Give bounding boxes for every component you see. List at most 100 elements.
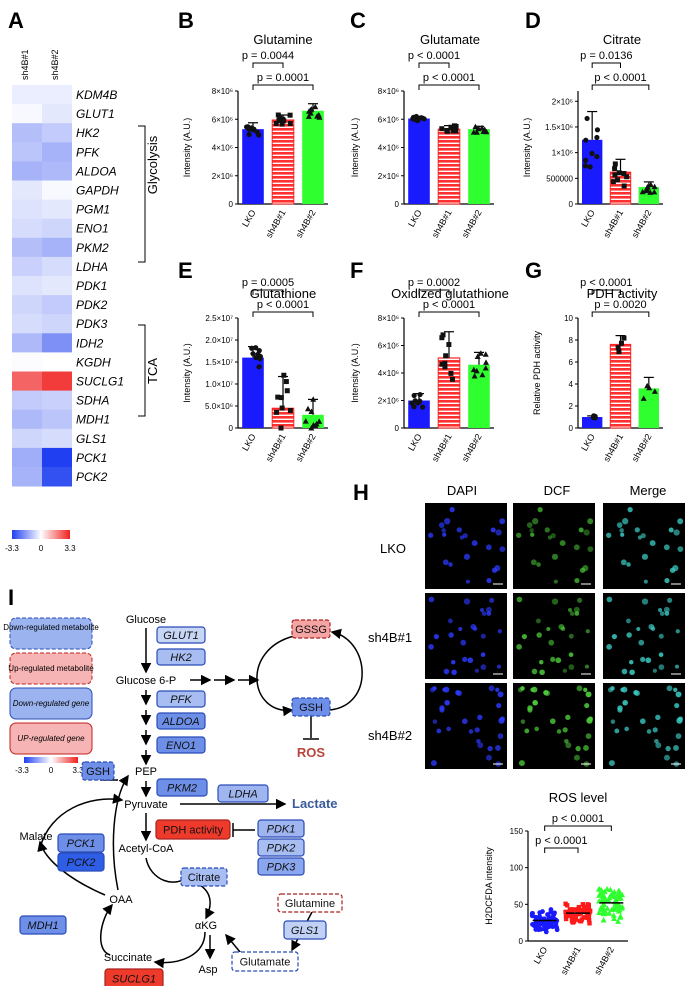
microscopy-image bbox=[425, 503, 507, 589]
metabolite-lactate: Lactate bbox=[292, 796, 338, 811]
p-value-label: p < 0.0001 bbox=[423, 72, 475, 84]
cell-nucleus bbox=[577, 597, 583, 603]
microscopy-row-sh4b2: sh4B#2 bbox=[368, 728, 412, 743]
microscopy-image bbox=[425, 683, 507, 769]
pathway-box-label-pdh: PDH activity bbox=[163, 825, 223, 837]
cell-nucleus bbox=[499, 546, 506, 553]
microscopy-col-dcf: DCF bbox=[544, 483, 571, 498]
p-value-label: p < 0.0001 bbox=[257, 299, 309, 311]
cell-nucleus bbox=[442, 687, 447, 692]
cell-nucleus bbox=[652, 668, 658, 673]
data-point bbox=[604, 905, 611, 911]
data-point bbox=[529, 911, 535, 917]
cell-nucleus bbox=[624, 726, 630, 732]
data-point bbox=[316, 418, 323, 424]
data-point bbox=[587, 164, 593, 170]
colorbar-mid-label: 0 bbox=[39, 544, 44, 553]
y-tick-label: 8×10⁶ bbox=[378, 87, 399, 96]
cell-nucleus bbox=[544, 527, 550, 533]
x-tick-label: sh4B#2 bbox=[630, 432, 654, 463]
data-point bbox=[439, 361, 445, 367]
heatmap-cell bbox=[42, 409, 72, 430]
data-point bbox=[417, 398, 423, 404]
data-point bbox=[606, 910, 613, 916]
legend-down-gene-box bbox=[9, 687, 93, 720]
cell-nucleus bbox=[639, 718, 646, 725]
data-point bbox=[595, 886, 602, 892]
data-point bbox=[583, 909, 589, 915]
cell-nucleus bbox=[636, 626, 641, 632]
cell-nucleus bbox=[448, 562, 453, 567]
cell-nucleus bbox=[551, 553, 559, 560]
cell-nucleus bbox=[568, 664, 575, 671]
cell-nucleus bbox=[489, 597, 495, 603]
pathway-box-pdk1 bbox=[257, 819, 305, 838]
bar bbox=[638, 388, 660, 428]
group-label-glycolysis: Glycolysis bbox=[145, 135, 160, 194]
bar bbox=[408, 118, 430, 204]
data-point bbox=[585, 902, 590, 907]
cell-nucleus bbox=[481, 611, 487, 616]
significance-bracket bbox=[591, 289, 621, 295]
cell-nucleus bbox=[438, 522, 445, 528]
x-tick-label: LKO bbox=[579, 432, 597, 453]
pathway-box-glutamine bbox=[277, 893, 343, 913]
cell-nucleus bbox=[565, 742, 572, 749]
cell-nucleus bbox=[477, 714, 483, 721]
cell-nucleus bbox=[529, 528, 534, 533]
cell-nucleus bbox=[556, 729, 562, 734]
cell-nucleus bbox=[497, 629, 502, 634]
heatmap-gene-label: GLS1 bbox=[76, 432, 107, 446]
pathway-box-pdh bbox=[155, 819, 231, 840]
heatmap-colorbar bbox=[12, 530, 70, 539]
bar bbox=[609, 343, 632, 429]
cell-nucleus bbox=[675, 733, 682, 739]
pathway-diagram: Down-regulated metabolite Up-regulated m… bbox=[3, 614, 363, 986]
cell-nucleus bbox=[548, 639, 555, 646]
x-tick-label: sh4B#2 bbox=[460, 432, 484, 463]
data-point bbox=[254, 129, 260, 135]
data-point bbox=[315, 111, 322, 118]
heatmap-cell bbox=[42, 142, 72, 162]
heatmap-gene-label: MDH1 bbox=[76, 413, 110, 427]
cell-nucleus bbox=[460, 639, 467, 646]
data-point bbox=[651, 388, 658, 394]
cell-nucleus bbox=[658, 633, 664, 639]
heatmap-cell bbox=[42, 295, 72, 315]
heatmap-gene-label: PFK bbox=[76, 145, 100, 159]
cell-nucleus bbox=[432, 719, 438, 724]
cell-nucleus bbox=[442, 532, 447, 537]
y-axis-label: H2DCFDA intensity bbox=[484, 847, 494, 925]
data-point bbox=[568, 913, 574, 919]
cell-nucleus bbox=[559, 540, 566, 547]
data-point bbox=[281, 372, 287, 378]
heatmap-cell bbox=[12, 256, 42, 277]
data-point bbox=[533, 923, 539, 929]
data-point bbox=[621, 183, 627, 189]
y-axis-label: Intensity (A.U.) bbox=[350, 343, 360, 403]
cell-nucleus bbox=[640, 656, 646, 663]
cell-nucleus bbox=[634, 527, 640, 533]
cell-nucleus bbox=[658, 652, 664, 658]
cell-nucleus bbox=[480, 664, 487, 671]
cell-nucleus bbox=[495, 745, 501, 751]
data-point bbox=[256, 364, 262, 370]
cell-nucleus bbox=[543, 689, 549, 696]
cell-nucleus bbox=[549, 718, 556, 725]
cell-nucleus bbox=[558, 623, 565, 630]
data-point bbox=[589, 150, 595, 157]
cell-nucleus bbox=[443, 668, 450, 675]
cell-nucleus bbox=[474, 668, 480, 673]
cell-nucleus bbox=[649, 540, 656, 547]
heatmap-cell bbox=[12, 314, 42, 334]
cell-nucleus bbox=[658, 664, 665, 671]
x-tick-label: sh4B#2 bbox=[460, 208, 484, 239]
y-tick-label: 4 bbox=[569, 380, 574, 389]
data-point bbox=[279, 405, 285, 411]
cell-nucleus bbox=[451, 669, 457, 676]
cell-nucleus bbox=[585, 691, 592, 698]
x-tick-label: sh4B#2 bbox=[294, 208, 318, 239]
cell-nucleus bbox=[568, 652, 574, 658]
cell-nucleus bbox=[673, 529, 680, 536]
cell-nucleus bbox=[627, 507, 633, 513]
